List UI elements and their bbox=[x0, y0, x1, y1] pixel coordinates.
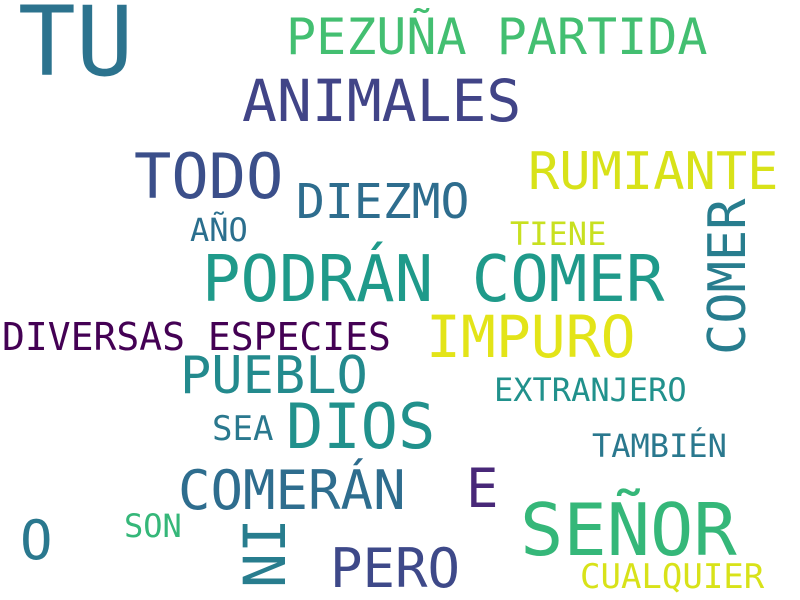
word-ni: NI bbox=[231, 518, 299, 588]
word-comeran: COMERÁN bbox=[178, 459, 406, 522]
word-tambien: TAMBIÉN bbox=[592, 427, 727, 465]
word-todo: TODO bbox=[134, 140, 284, 213]
word-extranjero: EXTRANJERO bbox=[494, 371, 687, 409]
word-rumiante: RUMIANTE bbox=[528, 142, 779, 202]
word-senor: SEÑOR bbox=[520, 488, 737, 572]
word-o: O bbox=[20, 509, 53, 572]
word-e: E bbox=[466, 457, 499, 520]
word-cualquier: CUALQUIER bbox=[580, 557, 765, 597]
word-podran-comer: PODRÁN COMER bbox=[202, 243, 665, 317]
word-pueblo: PUEBLO bbox=[180, 346, 368, 406]
word-diversas-especies: DIVERSAS ESPECIES bbox=[2, 315, 391, 359]
word-sea: SEA bbox=[212, 409, 274, 449]
word-tiene: TIENE bbox=[510, 215, 607, 253]
word-dios: DIOS bbox=[286, 390, 436, 463]
word-comer-vertical: COMER bbox=[698, 198, 758, 355]
word-ano: AÑO bbox=[190, 211, 248, 249]
word-son: SON bbox=[124, 507, 182, 545]
word-pero: PERO bbox=[330, 537, 461, 600]
word-pezuna-partida: PEZUÑA PARTIDA bbox=[286, 8, 708, 66]
word-tu: TU bbox=[18, 0, 134, 98]
word-diezmo: DIEZMO bbox=[296, 174, 470, 230]
word-animales: ANIMALES bbox=[242, 67, 522, 135]
word-impuro: IMPURO bbox=[426, 303, 636, 371]
